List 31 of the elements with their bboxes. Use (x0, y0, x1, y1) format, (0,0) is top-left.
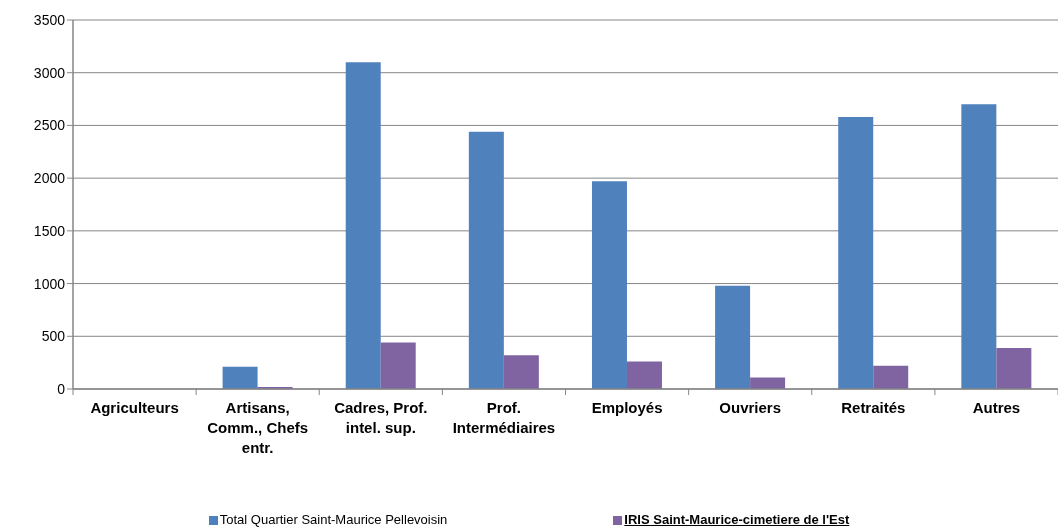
bar (838, 116, 874, 389)
bar (996, 347, 1032, 389)
bar (626, 361, 662, 389)
y-tick-label: 1000 (33, 275, 66, 292)
y-tick-label: 1500 (33, 222, 66, 239)
x-tick-label: Ouvriers (719, 399, 782, 416)
bar (715, 285, 751, 389)
bar (750, 377, 786, 389)
legend-label: IRIS Saint-Maurice-cimetiere de l'Est (624, 512, 850, 527)
bar (468, 131, 504, 389)
bar (380, 342, 416, 389)
y-tick-label: 500 (41, 328, 66, 345)
bar (873, 365, 909, 389)
x-tick-label: Cadres, Prof. intel. sup. (334, 399, 428, 436)
legend-label: Total Quartier Saint-Maurice Pellevoisin (219, 512, 448, 527)
x-tick-label: Employés (591, 399, 663, 416)
bar (222, 366, 258, 389)
bar (961, 104, 997, 389)
bar (503, 355, 539, 389)
y-tick-label: 2500 (33, 117, 66, 134)
bar (591, 181, 627, 389)
y-tick-label: 2000 (33, 170, 66, 187)
y-tick-label: 0 (57, 380, 66, 397)
x-tick-label: Agriculteurs (90, 399, 179, 416)
y-tick-label: 3000 (33, 64, 66, 81)
bar (345, 62, 381, 389)
x-tick-label: Artisans, Comm., Chefs entr. (207, 399, 309, 456)
x-tick-label: Autres (972, 399, 1021, 416)
y-tick-label: 3500 (33, 11, 66, 28)
x-tick-label: Retraités (841, 399, 906, 416)
x-tick-label: Prof. Intermédiaires (452, 399, 556, 436)
